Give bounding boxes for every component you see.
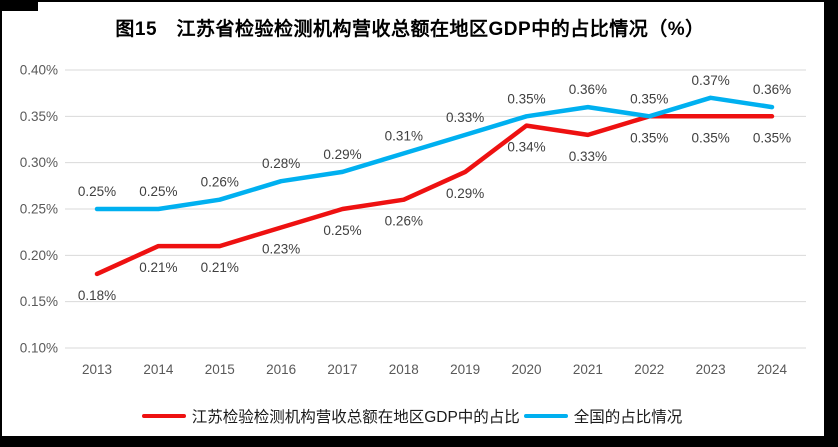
legend-label-jiangsu: 江苏检验检测机构营收总额在地区GDP中的占比 [191,409,520,426]
data-label: 0.21% [201,260,239,275]
legend-line-blue-icon [523,414,568,418]
data-label: 0.26% [385,214,423,229]
x-axis-tick-label: 2023 [696,362,726,377]
data-label: 0.25% [323,223,361,238]
y-axis-tick-label: 0.10% [20,341,58,356]
data-label: 0.35% [691,130,729,145]
data-label: 0.33% [569,149,607,164]
y-axis-tick-label: 0.15% [20,294,58,309]
data-label: 0.25% [139,184,177,199]
data-label: 0.34% [507,140,545,155]
x-axis-tick-label: 2013 [82,362,112,377]
y-axis-tick-label: 0.25% [20,202,58,217]
data-label: 0.35% [630,91,668,106]
data-label: 0.35% [630,130,668,145]
data-label: 0.37% [691,73,729,88]
x-axis-tick-label: 2020 [512,362,542,377]
x-axis-tick-label: 2024 [757,362,788,377]
x-axis-tick-label: 2017 [327,362,357,377]
x-axis-tick-label: 2015 [205,362,235,377]
scan-edge-right [824,0,838,447]
y-axis-tick-label: 0.20% [20,248,58,263]
x-axis-tick-label: 2019 [450,362,480,377]
y-axis-tick-label: 0.30% [20,155,58,170]
legend-label-national: 全国的占比情况 [573,409,683,426]
data-label: 0.21% [139,260,177,275]
x-axis-tick-label: 2022 [634,362,664,377]
scan-edge-corner-notch [0,0,38,11]
data-label: 0.26% [201,175,239,190]
chart-title: 图15 江苏省检验检测机构营收总额在地区GDP中的占比情况（%） [115,19,705,40]
data-label: 0.23% [262,242,300,257]
x-axis-tick-label: 2016 [266,362,296,377]
y-axis-tick-label: 0.35% [20,109,58,124]
scan-edge-bottom [0,436,838,447]
legend-item-jiangsu: 江苏检验检测机构营收总额在地区GDP中的占比 [141,405,520,427]
x-axis-tick-label: 2014 [143,362,174,377]
y-axis-tick-label: 0.40% [20,63,58,78]
data-label: 0.29% [446,186,484,201]
data-label: 0.35% [753,130,791,145]
scan-edge-top [0,0,838,2]
national-series-line [94,95,775,212]
data-label: 0.18% [78,288,116,303]
data-label: 0.36% [569,82,607,97]
data-label: 0.25% [78,184,116,199]
jiangsu-series-line [94,114,775,277]
scan-edge-left [0,0,2,447]
data-label: 0.28% [262,156,300,171]
legend-line-red-icon [141,414,186,418]
x-axis-tick-label: 2018 [389,362,419,377]
x-axis-tick-label: 2021 [573,362,603,377]
legend-item-national: 全国的占比情况 [523,405,683,427]
data-label: 0.35% [507,91,545,106]
data-label: 0.36% [753,82,791,97]
data-label: 0.31% [385,128,423,143]
data-label: 0.33% [446,110,484,125]
data-label: 0.29% [323,147,361,162]
chart-legend: 江苏检验检测机构营收总额在地区GDP中的占比 全国的占比情况 [0,404,824,428]
